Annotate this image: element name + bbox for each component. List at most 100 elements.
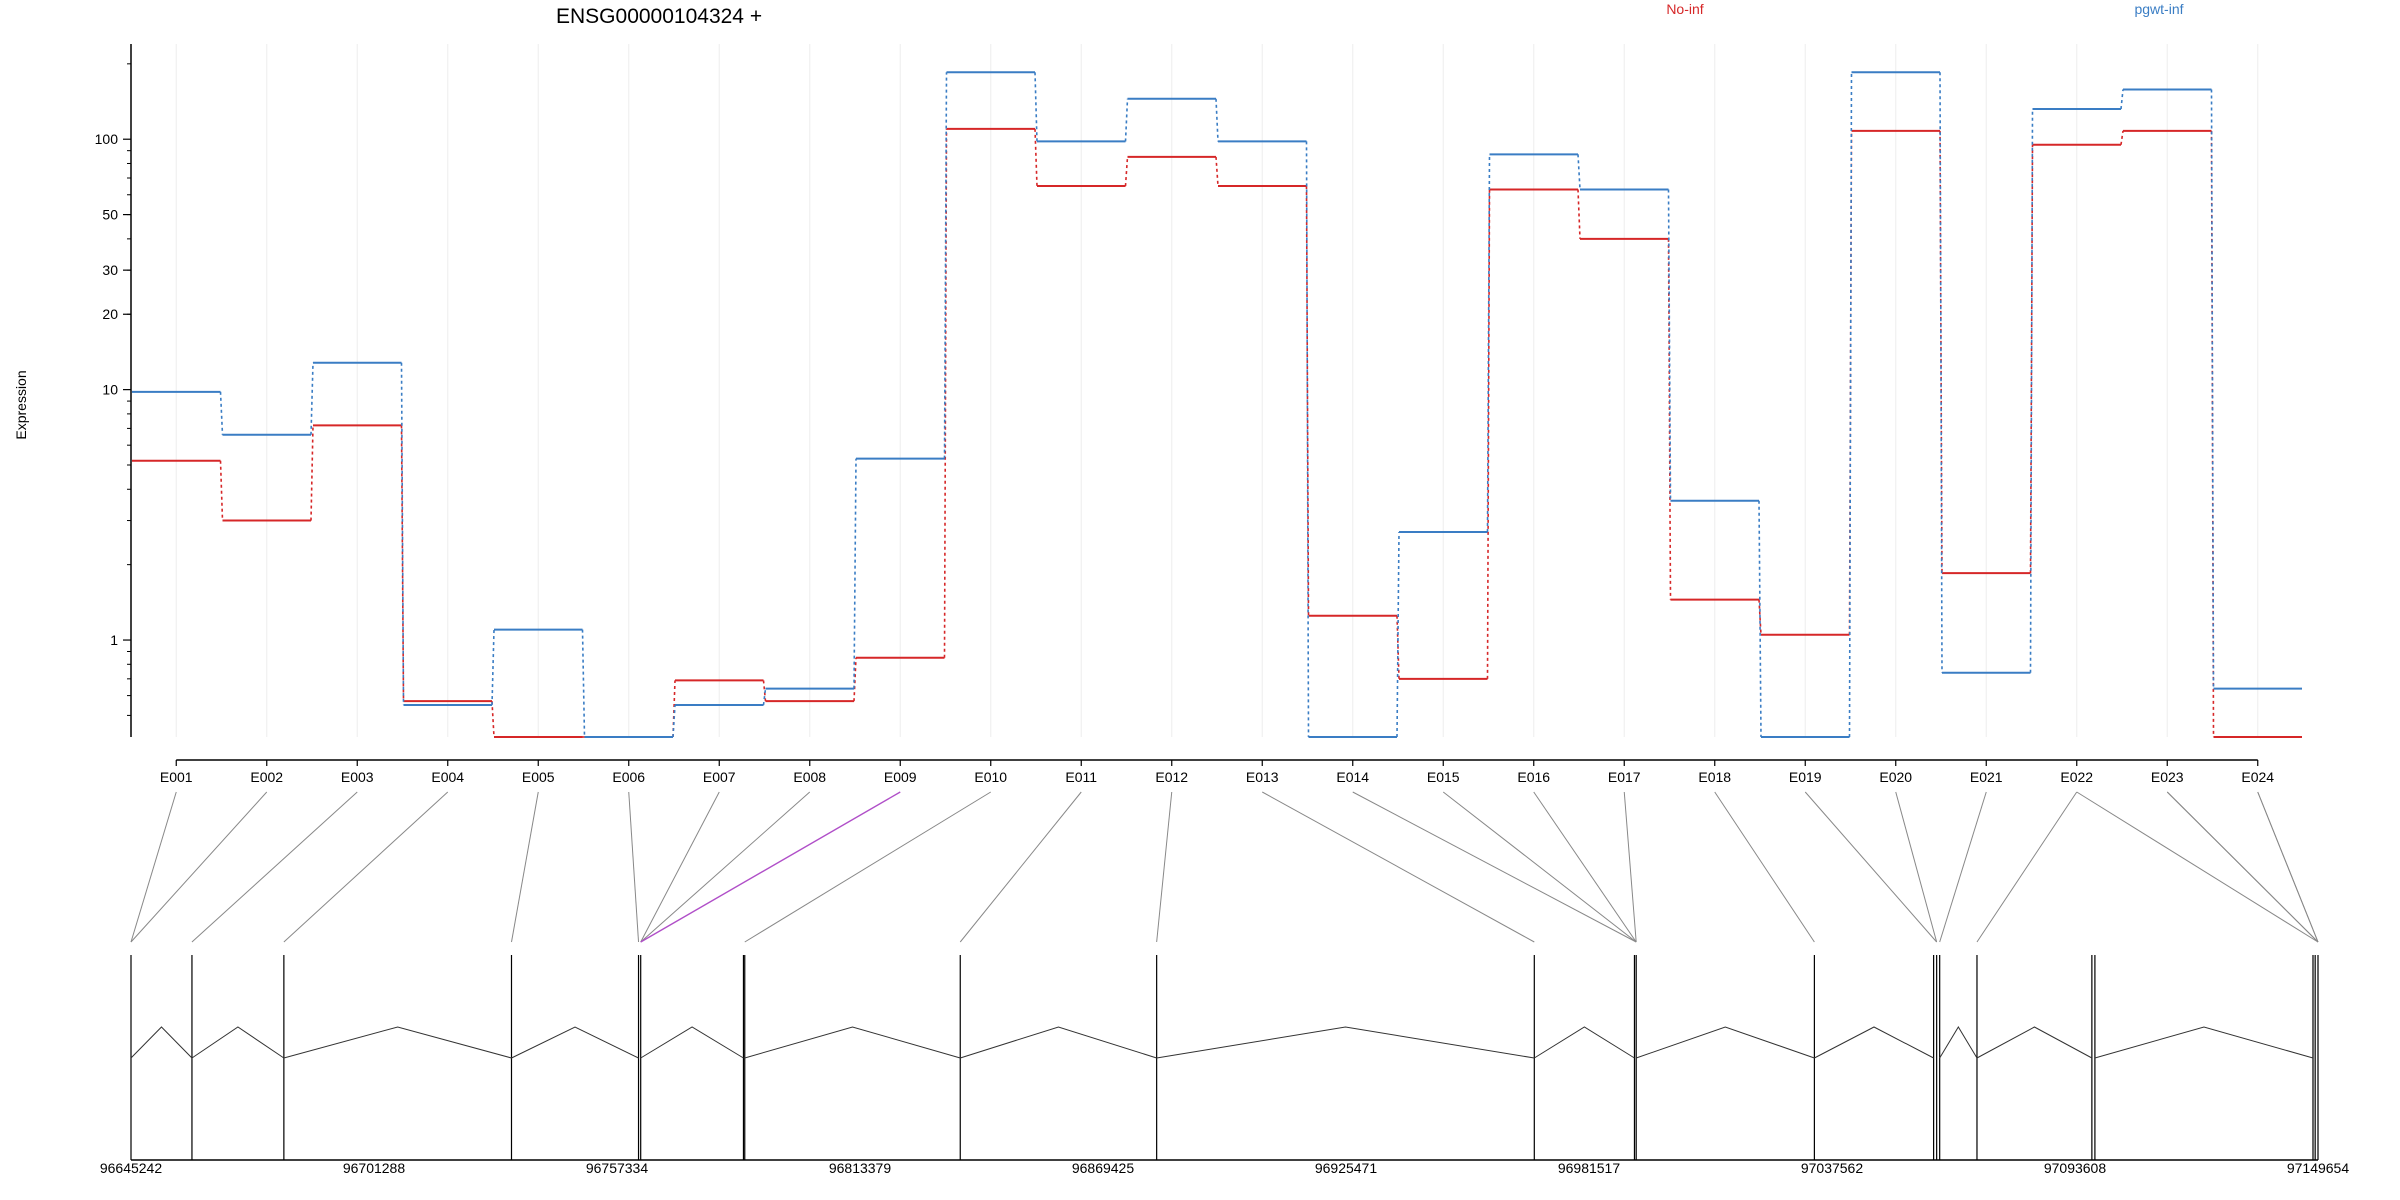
connector-e013 [1262, 791, 1535, 943]
x-tick-label-e007: E007 [703, 769, 736, 785]
intron-arc [1534, 1026, 1635, 1059]
link-pgwt-inf-e020 [1939, 72, 1943, 673]
x-tick-label-e005: E005 [522, 769, 555, 785]
connector-e020 [1895, 791, 1938, 943]
x-tick-label-e001: E001 [160, 769, 193, 785]
connector-e021 [1939, 791, 1987, 943]
connector-e016 [1533, 791, 1637, 943]
x-tick-label-e011: E011 [1065, 769, 1097, 785]
connector-e011 [959, 791, 1082, 943]
series-pgwt-inf [132, 71, 2302, 738]
connector-e018 [1714, 791, 1815, 943]
link-pgwt-inf-e009 [943, 72, 948, 459]
connector-e004 [283, 791, 449, 943]
link-pgwt-inf-e011 [1124, 98, 1129, 142]
connector-e007 [640, 791, 720, 943]
series-layer [132, 71, 2302, 738]
connector-e003 [191, 791, 358, 943]
link-no-inf-e001 [219, 460, 224, 521]
x-tick-label-e024: E024 [2241, 769, 2274, 785]
intron-arc [511, 1026, 639, 1059]
connector-e017 [1623, 791, 1637, 943]
x-tick-label-e012: E012 [1155, 769, 1188, 785]
x-tick-label-e003: E003 [341, 769, 374, 785]
link-no-inf-e022 [2120, 130, 2124, 145]
intron-arc [960, 1026, 1157, 1059]
exon-connectors [130, 791, 2319, 943]
legend-entry-no-inf: No-inf [1666, 1, 1703, 17]
chart-title: ENSG00000104324 + [556, 5, 762, 28]
connector-e001 [130, 791, 177, 943]
y-axis: 1 10 20 30 50 100 [95, 44, 132, 737]
x-tick-label-e006: E006 [612, 769, 645, 785]
x-tick-label-e008: E008 [793, 769, 826, 785]
y-tick-label-50: 50 [102, 207, 118, 223]
connector-e009 [640, 791, 901, 943]
link-pgwt-inf-e015 [1486, 154, 1491, 533]
coord-tick-label-96981517: 96981517 [1558, 1160, 1621, 1176]
intron-arc [1814, 1026, 1934, 1059]
coord-tick-label-96869425: 96869425 [1072, 1160, 1135, 1176]
intron-arc [283, 1026, 512, 1059]
link-no-inf-e010 [1034, 128, 1038, 187]
genomic-coordinate-axis: 96645242 96701288 96757334 96813379 96869425… [100, 1159, 2350, 1176]
connector-e019 [1804, 791, 1938, 943]
link-pgwt-inf-e017 [1667, 189, 1672, 501]
link-pgwt-inf-e002 [310, 362, 314, 435]
link-no-inf-e003 [400, 425, 405, 702]
intron-arc [1976, 1026, 2093, 1059]
x-tick-label-e022: E022 [2060, 769, 2093, 785]
grid-lines [175, 44, 2259, 737]
link-pgwt-inf-e007 [762, 688, 767, 706]
x-tick-label-e010: E010 [974, 769, 1007, 785]
intron-arc [744, 1026, 961, 1059]
intron-arc [1636, 1026, 1815, 1059]
link-pgwt-inf-e019 [1848, 72, 1853, 738]
coord-tick-label-96645242: 96645242 [100, 1160, 163, 1176]
y-tick-label-1: 1 [110, 632, 118, 648]
connector-e022 [1976, 791, 2078, 943]
link-pgwt-inf-e006 [672, 705, 676, 738]
x-axis: E001 E002 E003 E004 E005 E006 E007 E008 E009 E010… [160, 759, 2274, 785]
x-tick-label-e014: E014 [1336, 769, 1369, 785]
connector-e012 [1156, 791, 1173, 943]
link-pgwt-inf-e001 [219, 391, 224, 435]
connector-e002 [130, 791, 268, 943]
y-tick-label-20: 20 [102, 306, 118, 322]
x-tick-label-e004: E004 [431, 769, 464, 785]
x-tick-label-e020: E020 [1879, 769, 1912, 785]
intron-arc [640, 1026, 744, 1059]
intron-arc [191, 1026, 285, 1059]
x-tick-label-e021: E021 [1970, 769, 2003, 785]
x-tick-label-e013: E013 [1246, 769, 1279, 785]
connector-extra [2076, 791, 2319, 943]
connector-e010 [744, 791, 992, 943]
link-no-inf-e008 [853, 657, 857, 702]
link-no-inf-e014 [1396, 615, 1400, 679]
coord-tick-label-97093608: 97093608 [2044, 1160, 2107, 1176]
link-pgwt-inf-e012 [1215, 98, 1219, 142]
connector-e005 [511, 791, 539, 943]
y-tick-label-30: 30 [102, 262, 118, 278]
coord-tick-label-96925471: 96925471 [1315, 1160, 1378, 1176]
legend: No-inf pgwt-inf [1666, 1, 2183, 17]
link-pgwt-inf-e021 [2029, 109, 2034, 673]
link-pgwt-inf-e022 [2120, 89, 2124, 110]
intron-arc [1156, 1026, 1535, 1059]
link-no-inf-e016 [1577, 189, 1581, 239]
x-tick-label-e002: E002 [250, 769, 283, 785]
coord-tick-label-96757334: 96757334 [586, 1160, 649, 1176]
link-no-inf-e012 [1215, 156, 1219, 187]
legend-entry-pgwt-inf: pgwt-inf [2134, 1, 2183, 17]
intron-arc [130, 1026, 193, 1059]
link-pgwt-inf-e004 [491, 629, 495, 706]
link-no-inf-e009 [943, 128, 948, 658]
x-tick-label-e015: E015 [1427, 769, 1460, 785]
link-pgwt-inf-e016 [1577, 154, 1581, 190]
coord-tick-label-97149654: 97149654 [2287, 1160, 2350, 1176]
y-tick-label-10: 10 [102, 382, 118, 398]
link-pgwt-inf-e008 [853, 458, 857, 689]
coord-tick-label-97037562: 97037562 [1801, 1160, 1864, 1176]
link-pgwt-inf-e014 [1396, 532, 1400, 738]
